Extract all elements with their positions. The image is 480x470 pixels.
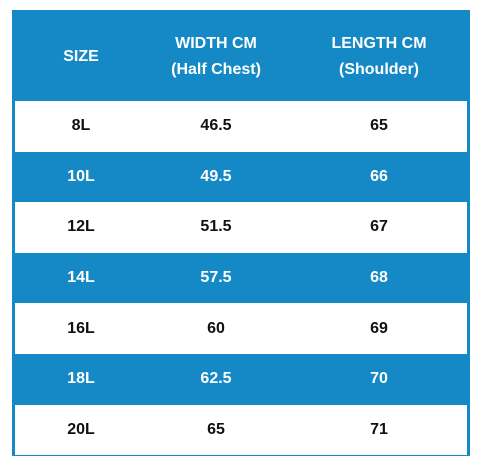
table-cell: 62.5 <box>200 370 232 388</box>
table-cell: 20L <box>67 420 95 438</box>
header-cell: WIDTH CM (Half Chest) <box>126 13 306 101</box>
table-cell: 67 <box>370 218 388 236</box>
table-cell: 18L <box>67 370 95 388</box>
table-cell: 71 <box>370 420 388 438</box>
table-cell: 60 <box>207 319 225 337</box>
table-cell: 16L <box>67 319 95 337</box>
table-cell: 51.5 <box>200 218 232 236</box>
table-cell: 66 <box>370 167 388 185</box>
table-row: 12L 51.5 67 <box>15 202 467 253</box>
table-cell: 69 <box>370 319 388 337</box>
table-cell: 49.5 <box>200 167 232 185</box>
header-row: SIZE WIDTH CM (Half Chest) LENGTH CM (Should… <box>15 13 467 101</box>
table-cell: 57.5 <box>200 269 232 287</box>
table-cell: 65 <box>207 420 225 438</box>
table-cell: 10L <box>67 167 95 185</box>
table-cell: 70 <box>370 370 388 388</box>
table-cell: 65 <box>370 117 388 135</box>
header-text: (Shoulder) <box>339 61 419 78</box>
table-row: 16L 60 69 <box>15 303 467 354</box>
size-table: SIZE WIDTH CM (Half Chest) LENGTH CM (Should… <box>12 10 470 456</box>
table-cell: 12L <box>67 218 95 236</box>
table-row: 10L 49.5 66 <box>15 151 467 203</box>
table-row: 18L 62.5 70 <box>15 354 467 405</box>
header-text: SIZE <box>63 48 99 65</box>
table-cell: 68 <box>370 269 388 287</box>
header-cell: SIZE <box>0 13 171 101</box>
table-cell: 8L <box>71 117 91 135</box>
table-row: 20L 65 71 <box>15 404 467 456</box>
header-text: WIDTH CM <box>175 35 257 52</box>
table-cell: 14L <box>67 269 95 287</box>
table-row: 14L 57.5 68 <box>15 252 467 304</box>
header-cell: LENGTH CM (Shoulder) <box>289 13 469 101</box>
header-text: LENGTH CM <box>331 35 427 52</box>
header-text: (Half Chest) <box>171 61 261 78</box>
table-cell: 46.5 <box>200 117 232 135</box>
table-row: 8L 46.5 65 <box>15 101 467 152</box>
